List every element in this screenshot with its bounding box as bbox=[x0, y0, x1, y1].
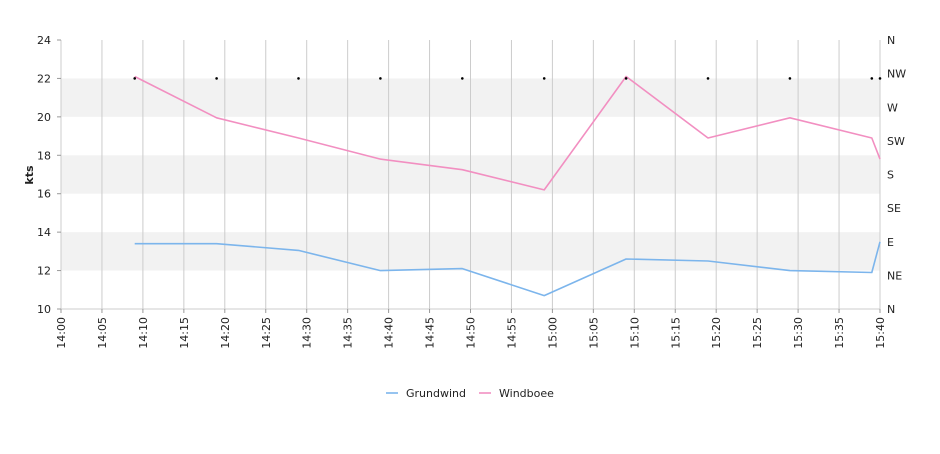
direction-marker bbox=[379, 77, 382, 80]
direction-marker bbox=[706, 77, 710, 80]
direction-marker bbox=[870, 77, 874, 80]
direction-marker bbox=[215, 77, 218, 80]
x-tick-label: 14:00 bbox=[55, 317, 68, 349]
direction-axis-ticks: N NW W SW S SE E NE N bbox=[887, 34, 906, 316]
direction-tick-label: E bbox=[887, 236, 894, 249]
y-axis-ticks: 10 12 14 16 18 20 22 24 bbox=[37, 34, 61, 316]
direction-marker bbox=[624, 77, 628, 80]
x-tick-label: 14:50 bbox=[465, 317, 478, 349]
series-line-grundwind bbox=[134, 241, 881, 297]
x-tick-label: 14:35 bbox=[342, 317, 355, 349]
direction-marker bbox=[133, 77, 137, 80]
x-tick-label: 15:00 bbox=[546, 317, 559, 349]
series-lines bbox=[134, 75, 881, 297]
direction-tick-label: W bbox=[887, 101, 898, 114]
series-line-windboee bbox=[134, 75, 881, 191]
direction-tick-label: SW bbox=[887, 135, 905, 148]
y-tick-label: 24 bbox=[37, 34, 51, 47]
y-tick-label: 14 bbox=[37, 226, 51, 239]
x-tick-label: 15:40 bbox=[874, 317, 887, 349]
x-tick-label: 14:20 bbox=[219, 317, 232, 349]
x-tick-label: 14:45 bbox=[424, 317, 437, 349]
y-tick-label: 18 bbox=[37, 149, 51, 162]
direction-tick-label: S bbox=[887, 169, 894, 182]
x-tick-label: 14:10 bbox=[137, 317, 150, 349]
direction-marker bbox=[788, 77, 792, 80]
y-tick-label: 12 bbox=[37, 265, 51, 278]
x-tick-label: 14:40 bbox=[383, 317, 396, 349]
legend[interactable]: Grundwind Windboee bbox=[386, 387, 554, 400]
x-tick-label: 15:25 bbox=[751, 317, 764, 349]
direction-markers bbox=[133, 77, 882, 80]
x-tick-label: 14:55 bbox=[505, 317, 518, 349]
vertical-gridlines bbox=[60, 40, 881, 309]
x-tick-label: 14:15 bbox=[178, 317, 191, 349]
x-tick-label: 15:15 bbox=[669, 317, 682, 349]
x-tick-label: 14:25 bbox=[260, 317, 273, 349]
direction-marker bbox=[542, 77, 546, 80]
direction-marker bbox=[297, 77, 300, 80]
y-tick-label: 22 bbox=[37, 72, 51, 85]
x-tick-label: 14:05 bbox=[96, 317, 109, 349]
direction-tick-label: N bbox=[887, 34, 895, 47]
y-tick-label: 16 bbox=[37, 188, 51, 201]
direction-tick-label: NW bbox=[887, 68, 906, 81]
x-tick-label: 14:30 bbox=[301, 317, 314, 349]
direction-tick-label: N bbox=[887, 303, 895, 316]
direction-tick-label: NE bbox=[887, 269, 902, 282]
y-axis-label: kts bbox=[23, 165, 36, 185]
legend-item-label: Grundwind bbox=[406, 387, 466, 400]
direction-tick-label: SE bbox=[887, 202, 901, 215]
y-tick-label: 20 bbox=[37, 111, 51, 124]
x-tick-label: 15:10 bbox=[628, 317, 641, 349]
legend-item-label: Windboee bbox=[499, 387, 554, 400]
y-tick-label: 10 bbox=[37, 303, 51, 316]
x-tick-label: 15:35 bbox=[833, 317, 846, 349]
x-tick-label: 15:30 bbox=[792, 317, 805, 349]
x-tick-label: 15:20 bbox=[710, 317, 723, 349]
x-axis-ticks: 14:00 14:05 14:10 14:15 14:20 14:25 14:30 14:35… bbox=[55, 309, 887, 349]
x-tick-label: 15:05 bbox=[587, 317, 600, 349]
direction-marker bbox=[461, 77, 464, 80]
direction-marker bbox=[878, 77, 882, 80]
